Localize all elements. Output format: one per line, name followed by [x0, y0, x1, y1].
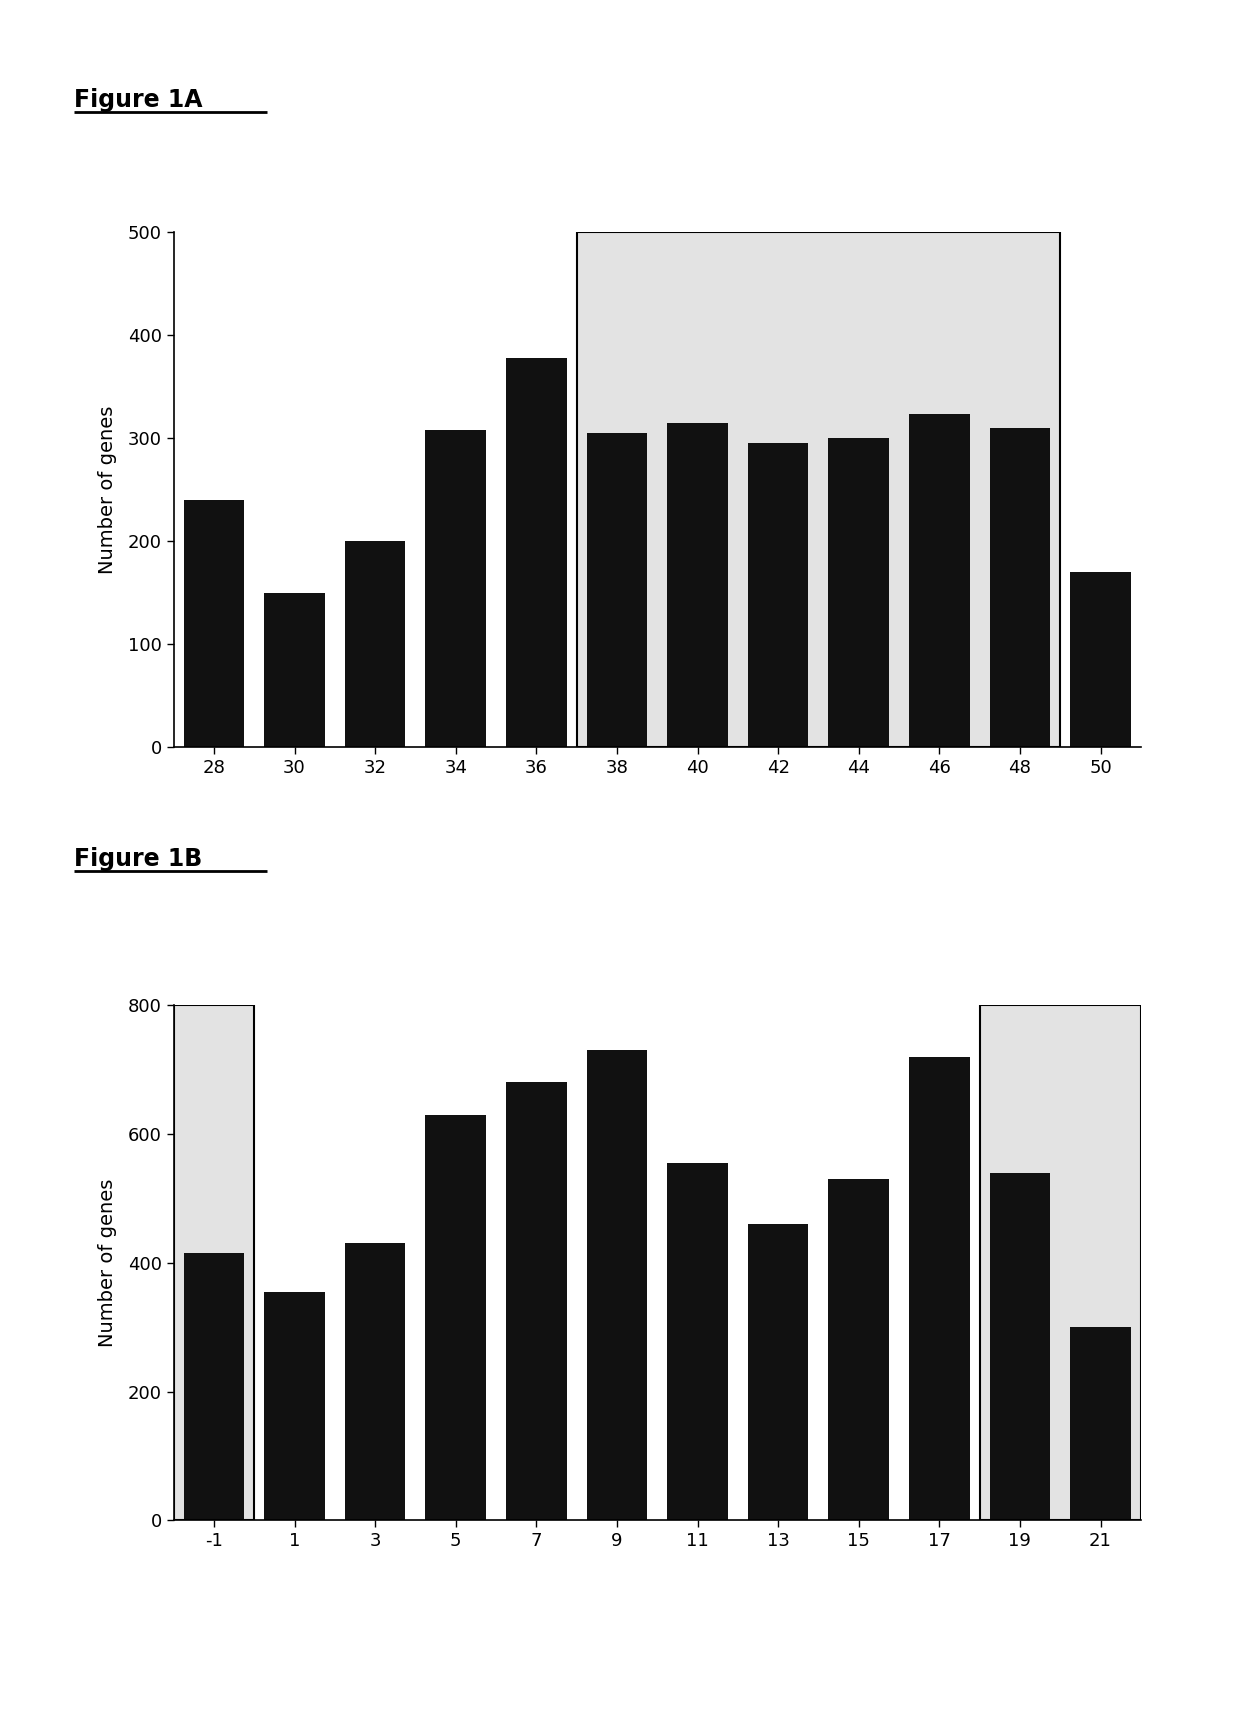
Bar	[587, 1050, 647, 1520]
Bar	[174, 1005, 254, 1520]
Bar	[587, 433, 647, 747]
Bar	[184, 1252, 244, 1520]
Bar	[828, 438, 889, 747]
Bar	[828, 1179, 889, 1520]
Bar	[345, 541, 405, 747]
Bar	[748, 443, 808, 747]
Y-axis label: Number of genes: Number of genes	[98, 405, 117, 574]
Bar	[577, 232, 1060, 747]
Bar	[425, 430, 486, 747]
Bar	[425, 1115, 486, 1520]
Bar	[506, 357, 567, 747]
Bar	[667, 1163, 728, 1520]
Bar	[506, 1082, 567, 1520]
Bar	[1070, 1326, 1131, 1520]
Bar	[748, 1223, 808, 1520]
Bar	[980, 1005, 1141, 1520]
Bar	[264, 593, 325, 747]
Bar	[184, 500, 244, 747]
Text: Figure 1A: Figure 1A	[74, 88, 203, 112]
Bar	[990, 428, 1050, 747]
Bar	[1070, 572, 1131, 747]
Bar	[667, 423, 728, 747]
Text: Figure 1B: Figure 1B	[74, 847, 202, 871]
Bar	[264, 1292, 325, 1520]
Bar	[345, 1244, 405, 1520]
Bar	[909, 414, 970, 747]
Bar	[990, 1173, 1050, 1520]
Bar	[909, 1057, 970, 1520]
Y-axis label: Number of genes: Number of genes	[98, 1179, 117, 1347]
